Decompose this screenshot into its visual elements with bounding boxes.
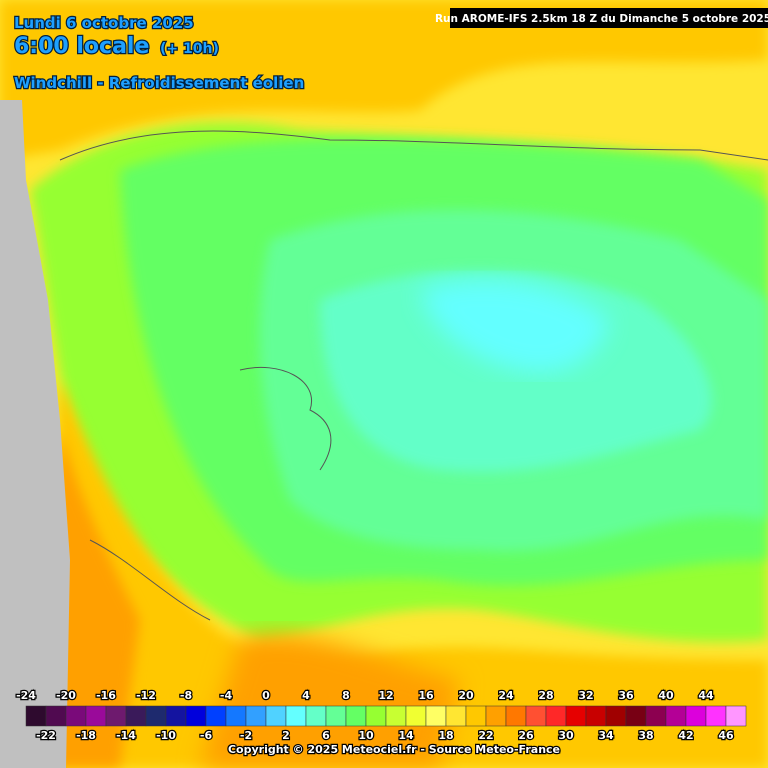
legend-swatch <box>565 705 587 727</box>
legend-swatch <box>725 705 747 727</box>
legend-swatch <box>105 705 127 727</box>
legend-label: -24 <box>16 689 36 702</box>
legend-swatch <box>45 705 67 727</box>
legend-swatch <box>25 705 47 727</box>
legend-swatch <box>545 705 567 727</box>
legend-swatch <box>665 705 687 727</box>
legend-swatch <box>465 705 487 727</box>
legend-label: -6 <box>200 729 213 742</box>
run-box <box>450 8 768 28</box>
legend-label: 0 <box>262 689 270 702</box>
time: 6:00 locale <box>14 34 149 59</box>
legend-swatch <box>205 705 227 727</box>
legend-swatch <box>125 705 147 727</box>
legend-label: -2 <box>240 729 252 742</box>
legend-label: 14 <box>398 729 414 742</box>
legend-swatch <box>385 705 407 727</box>
legend-label: -12 <box>136 689 156 702</box>
copyright: Copyright © 2025 Meteociel.fr - Source M… <box>228 743 560 756</box>
legend-label: 24 <box>498 689 514 702</box>
legend-label: -16 <box>96 689 116 702</box>
run-info: Run AROME-IFS 2.5km 18 Z du Dimanche 5 o… <box>435 13 768 25</box>
legend-label: 40 <box>658 689 674 702</box>
legend-swatch <box>425 705 447 727</box>
legend-swatch <box>65 705 87 727</box>
legend: -24-22-20-18-16-14-12-10-8-6-4-202468101… <box>15 688 747 743</box>
legend-label: 34 <box>598 729 614 742</box>
legend-swatch <box>185 705 207 727</box>
legend-label: 22 <box>478 729 493 742</box>
legend-swatch <box>345 705 367 727</box>
legend-swatch <box>705 705 727 727</box>
legend-label: 10 <box>358 729 374 742</box>
legend-swatch <box>645 705 667 727</box>
date: Lundi 6 octobre 2025 <box>14 14 194 32</box>
legend-label: -8 <box>180 689 192 702</box>
legend-swatch <box>585 705 607 727</box>
legend-swatch <box>365 705 387 727</box>
legend-swatch <box>305 705 327 727</box>
legend-swatch <box>445 705 467 727</box>
legend-label: 44 <box>698 689 714 702</box>
legend-swatch <box>265 705 287 727</box>
legend-label: -18 <box>76 729 96 742</box>
legend-label: -20 <box>56 689 76 702</box>
legend-swatch <box>325 705 347 727</box>
legend-label: 26 <box>518 729 534 742</box>
legend-swatch <box>145 705 167 727</box>
legend-label: 28 <box>538 689 553 702</box>
legend-label: 30 <box>558 729 574 742</box>
legend-swatch <box>505 705 527 727</box>
legend-label: -4 <box>220 689 233 702</box>
legend-swatch <box>165 705 187 727</box>
legend-swatch <box>225 705 247 727</box>
legend-swatch <box>405 705 427 727</box>
lead-time: (+ 10h) <box>160 41 219 57</box>
legend-label: 6 <box>322 729 330 742</box>
legend-label: 16 <box>418 689 434 702</box>
legend-label: 2 <box>282 729 290 742</box>
legend-label: 46 <box>718 729 734 742</box>
legend-label: 38 <box>638 729 653 742</box>
legend-label: -14 <box>116 729 136 742</box>
legend-label: 32 <box>578 689 593 702</box>
legend-swatch <box>485 705 507 727</box>
legend-swatch <box>285 705 307 727</box>
legend-swatch <box>245 705 267 727</box>
legend-label: 20 <box>458 689 474 702</box>
legend-label: 42 <box>678 729 693 742</box>
parameter: Windchill - Refroidissement éolien <box>14 74 304 92</box>
legend-label: -22 <box>36 729 56 742</box>
legend-label: -10 <box>156 729 176 742</box>
legend-swatch <box>525 705 547 727</box>
legend-swatch <box>625 705 647 727</box>
legend-label: 4 <box>302 689 310 702</box>
legend-label: 36 <box>618 689 634 702</box>
legend-swatch <box>605 705 627 727</box>
legend-label: 8 <box>342 689 350 702</box>
legend-label: 12 <box>378 689 393 702</box>
legend-swatch <box>85 705 107 727</box>
legend-label: 18 <box>438 729 453 742</box>
legend-swatch <box>685 705 707 727</box>
